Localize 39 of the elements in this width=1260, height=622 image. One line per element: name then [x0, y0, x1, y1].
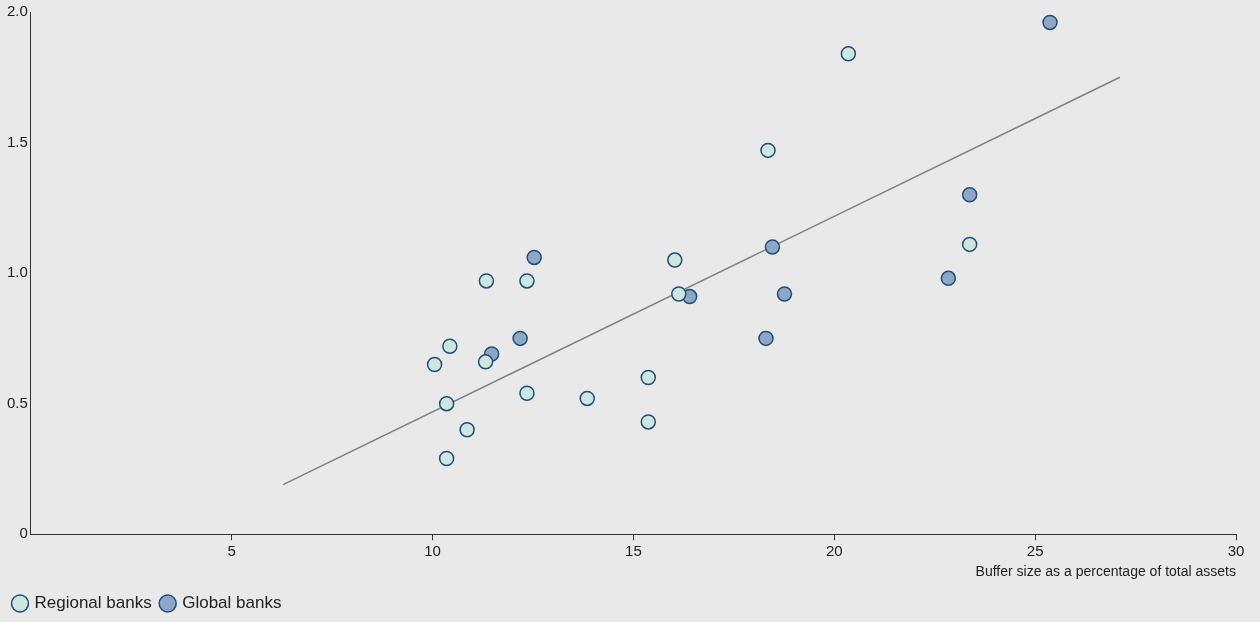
point [776, 286, 793, 302]
point [940, 270, 957, 287]
point [442, 338, 458, 354]
point [579, 390, 595, 407]
point [526, 249, 542, 266]
point [961, 187, 978, 203]
point [438, 450, 455, 467]
x-tick-label: 20 [825, 542, 843, 560]
y-tick-label: 0 [19, 524, 28, 542]
point [477, 354, 494, 370]
point [758, 330, 774, 347]
point [426, 356, 443, 373]
x-tick-label: 10 [424, 542, 441, 560]
point [667, 252, 683, 268]
legend-label: Regional banks [34, 593, 152, 613]
point [438, 395, 455, 412]
x-axis-title: Buffer size as a percentage of total assets [975, 563, 1236, 580]
y-tick-label: 0.5 [6, 393, 28, 411]
point [519, 385, 535, 401]
y-tick-label: 2.0 [6, 2, 28, 20]
point [640, 414, 657, 430]
y-tick-label: 1.0 [6, 263, 28, 281]
point [512, 330, 528, 347]
x-tick-label: 15 [625, 542, 642, 560]
point [640, 369, 657, 386]
point [1042, 14, 1058, 31]
x-tick-label: 25 [1026, 542, 1044, 560]
point [840, 46, 857, 62]
legend-label: Global banks [182, 593, 282, 613]
point [459, 422, 475, 438]
point [671, 286, 687, 302]
point [764, 239, 781, 255]
point [760, 142, 776, 159]
point [961, 236, 978, 253]
point [478, 273, 495, 289]
y-tick-label: 1.5 [6, 132, 28, 150]
x-tick-label: 5 [227, 542, 236, 560]
x-tick-label: 30 [1227, 542, 1245, 560]
point [519, 273, 535, 289]
